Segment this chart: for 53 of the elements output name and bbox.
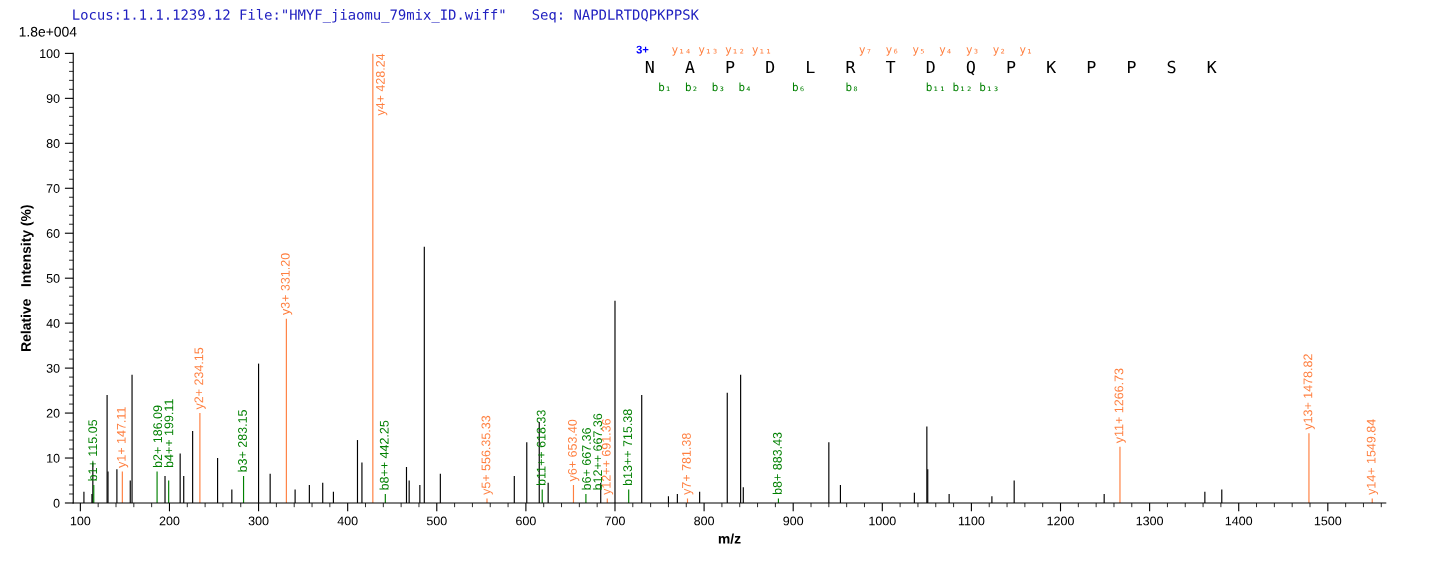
y-axis-title: Relative Intensity (%) <box>20 205 34 351</box>
annotation: 3+ <box>636 45 649 54</box>
y-tick-label: 10 <box>47 453 60 463</box>
y-tick-label: 70 <box>46 184 60 193</box>
y-tick-label: 0 <box>53 498 60 508</box>
x-tick-label: 900 <box>783 516 804 526</box>
data-label: y12++ 691.36 <box>601 418 614 495</box>
annotation: b₁ b₂ b₃ b₄ b₆ b₈ b₁₁ b₁₂ b₁₃ <box>659 82 998 92</box>
x-tick-label: 100 <box>70 516 91 526</box>
data-label: y2+ 234.15 <box>194 347 206 410</box>
data-label: y13+ 1478.82 <box>1303 354 1315 430</box>
y-tick-label: 90 <box>46 94 60 103</box>
x-tick-label: 800 <box>694 516 715 526</box>
data-label: y14+ 1549.84 <box>1366 419 1379 495</box>
data-label: y11+ 1266.73 <box>1114 368 1126 444</box>
chart-title: Locus:1.1.1.1239.12 File:"HMYF_jiaomu_79mix_ID.wiff" Seq: NAPDLRTDQPKPPSK <box>73 9 699 23</box>
x-tick-label: 1500 <box>1314 516 1342 526</box>
x-tick-label: 1000 <box>869 516 896 526</box>
data-label: y5+ 556.35.33 <box>481 415 493 495</box>
x-tick-label: 1300 <box>1136 516 1164 526</box>
x-tick-label: 500 <box>426 516 447 526</box>
data-label: y7+ 781.38 <box>682 433 694 495</box>
data-label: b6+ 667.36 b12++ 667.36 <box>581 413 603 490</box>
y-tick-label: 50 <box>46 273 60 283</box>
data-label: b2+ 186.09 b4++ 199.11 <box>152 399 174 468</box>
x-tick-label: 1200 <box>1047 516 1074 526</box>
x-tick-label: 600 <box>516 516 536 526</box>
y-tick-label: 80 <box>46 139 60 148</box>
data-label: y1+ 147.11 <box>116 407 129 468</box>
data-label: b11++ 618.33 <box>536 410 546 486</box>
text: 1.8e+004 <box>19 26 77 37</box>
data-label: y4+ 428.24 <box>375 53 388 116</box>
data-label: y6+ 653.40 <box>567 419 580 482</box>
y-tick-label: 100 <box>40 49 60 59</box>
y-tick-label: 20 <box>46 408 60 418</box>
annotation: y₁₄ y₁₃ y₁₂ y₁₁ y₇ y₆ y₅ y₄ y₃ y₂ y₁ <box>672 47 1032 56</box>
data-label: b8++ 442.25 <box>379 420 389 490</box>
x-tick-label: 300 <box>248 516 269 526</box>
data-label: b3+ 283.15 <box>237 410 247 472</box>
annotation: N A P D L R T D Q P K P P S K <box>645 60 1217 76</box>
y-tick-label: 30 <box>46 363 60 373</box>
y-tick-label: 60 <box>46 229 60 238</box>
x-tick-label: 700 <box>605 516 625 526</box>
data-label: b13++ 715.38 <box>622 409 633 486</box>
y-tick-label: 40 <box>46 318 60 328</box>
data-label: b8+ 883.43 <box>772 432 782 495</box>
x-tick-label: 200 <box>159 516 180 526</box>
data-label: y3+ 331.20 <box>280 253 293 316</box>
x-axis-title: m/z <box>718 533 741 544</box>
data-label: b1+ 115.05 <box>87 419 98 481</box>
x-tick-label: 1400 <box>1225 516 1253 526</box>
x-tick-label: 400 <box>337 516 358 526</box>
x-tick-label: 1100 <box>958 516 985 526</box>
